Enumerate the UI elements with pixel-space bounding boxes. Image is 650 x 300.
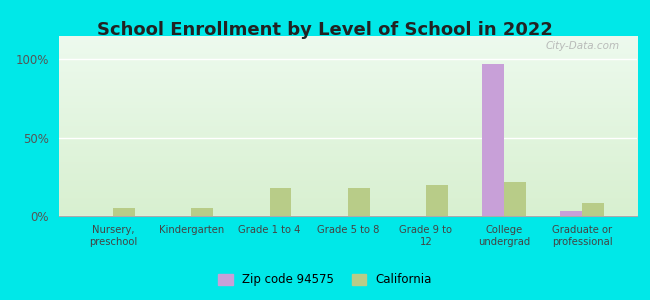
Bar [270,188,291,216]
Bar [426,185,448,216]
Legend: Zip code 94575, California: Zip code 94575, California [214,269,436,291]
Bar [582,203,604,216]
Bar [191,208,213,216]
Bar [560,211,582,216]
Bar [113,208,135,216]
Bar [504,182,526,216]
Bar [482,64,504,216]
Bar [348,188,370,216]
Text: City-Data.com: City-Data.com [545,41,619,51]
Text: School Enrollment by Level of School in 2022: School Enrollment by Level of School in … [97,21,553,39]
